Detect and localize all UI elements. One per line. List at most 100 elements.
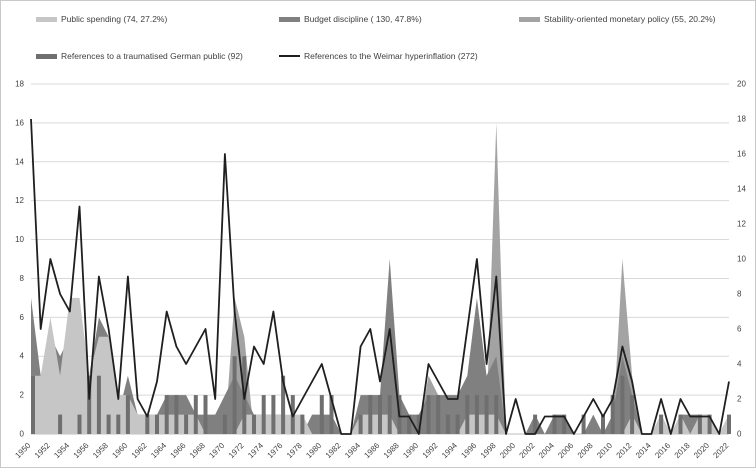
stability-policy-swatch-icon <box>519 16 540 22</box>
bar-traumatised-public <box>727 414 731 434</box>
budget-discipline-swatch-icon <box>279 16 300 22</box>
bar-traumatised-public <box>494 395 499 434</box>
left-axis-tick-label: 10 <box>15 235 24 244</box>
bar-traumatised-public <box>271 395 276 434</box>
bar-traumatised-public <box>610 395 615 434</box>
legend-item-weimar-hyperinflation: References to the Weimar hyperinflation … <box>279 51 478 61</box>
bar-traumatised-public <box>378 395 382 434</box>
x-axis-tick-label: 1984 <box>343 441 362 460</box>
left-axis-tick-label: 16 <box>15 118 24 127</box>
x-axis-tick-label: 1986 <box>362 441 381 460</box>
x-axis-tick-label: 1956 <box>72 441 91 460</box>
x-axis-tick-label: 1962 <box>130 441 149 460</box>
legend-item-traumatised-public: References to a traumatised German publi… <box>36 51 243 61</box>
bar-traumatised-public <box>96 375 101 434</box>
bar-traumatised-public <box>116 414 121 434</box>
right-axis-tick-label: 18 <box>737 115 746 124</box>
x-axis-tick-label: 1954 <box>52 441 71 460</box>
bar-traumatised-public <box>125 395 130 434</box>
right-axis-tick-label: 2 <box>737 395 742 404</box>
x-axis-tick-label: 2002 <box>518 441 537 460</box>
bar-traumatised-public <box>707 414 712 434</box>
weimar-line-swatch-icon <box>279 55 300 57</box>
bar-traumatised-public <box>620 375 625 434</box>
public-spending-swatch-icon <box>36 16 57 22</box>
x-axis-tick-label: 1988 <box>382 441 401 460</box>
bar-traumatised-public <box>58 414 63 434</box>
bar-traumatised-public <box>319 395 324 434</box>
bar-traumatised-public <box>659 414 664 434</box>
bar-traumatised-public <box>77 414 82 434</box>
line-series-weimar-hyperinflation <box>30 118 730 435</box>
x-axis-tick-label: 1996 <box>459 441 478 460</box>
left-axis-tick-label: 0 <box>20 430 25 439</box>
right-axis-tick-label: 4 <box>737 360 742 369</box>
bar-traumatised-public <box>678 414 683 434</box>
x-axis-tick-label: 2006 <box>556 441 575 460</box>
bar-traumatised-public <box>106 414 111 434</box>
legend-label: References to the Weimar hyperinflation … <box>304 51 478 61</box>
x-axis-tick-label: 2012 <box>615 441 634 460</box>
x-axis-tick-label: 1982 <box>324 441 343 460</box>
x-axis-tick-label: 1958 <box>91 441 110 460</box>
x-axis-tick-label: 1998 <box>479 441 498 460</box>
bar-traumatised-public <box>184 414 189 434</box>
bar-traumatised-public <box>601 414 605 434</box>
x-axis-tick-label: 1968 <box>188 441 207 460</box>
x-axis-tick-label: 1994 <box>440 441 459 460</box>
x-axis-tick-label: 2014 <box>634 441 653 460</box>
x-axis-tick-label: 2016 <box>653 441 672 460</box>
x-axis-tick-label: 1992 <box>421 441 440 460</box>
x-axis-tick-label: 2020 <box>692 441 711 460</box>
x-axis-tick-label: 1964 <box>149 441 168 460</box>
bar-traumatised-public <box>164 395 169 434</box>
legend-label: Stability-oriented monetary policy (55, … <box>544 14 716 24</box>
x-axis-tick-label: 1952 <box>33 441 52 460</box>
x-axis-tick-label: 1980 <box>304 441 323 460</box>
left-axis-tick-label: 8 <box>20 274 25 283</box>
right-axis-tick-label: 14 <box>737 185 746 194</box>
x-axis-tick-label: 1976 <box>266 441 285 460</box>
bar-traumatised-public <box>484 395 489 434</box>
bar-traumatised-public <box>426 395 431 434</box>
bar-traumatised-public <box>329 395 334 434</box>
bar-traumatised-public <box>436 395 441 434</box>
bar-traumatised-public <box>281 375 286 434</box>
left-axis-tick-label: 2 <box>20 391 25 400</box>
bar-traumatised-public <box>155 414 159 434</box>
x-axis-tick-label: 1950 <box>13 441 32 460</box>
x-axis-tick-label: 1972 <box>227 441 246 460</box>
right-axis-tick-label: 16 <box>737 150 746 159</box>
bar-traumatised-public <box>474 395 479 434</box>
legend-label: Budget discipline ( 130, 47.8%) <box>304 14 422 24</box>
bar-traumatised-public <box>552 414 557 434</box>
right-axis-tick-label: 0 <box>737 430 742 439</box>
bar-traumatised-public <box>407 414 412 434</box>
bar-traumatised-public <box>300 414 305 434</box>
x-axis-tick-label: 1990 <box>401 441 420 460</box>
x-axis-tick-label: 1970 <box>207 441 226 460</box>
traumatised-public-swatch-icon <box>36 53 57 59</box>
bar-traumatised-public <box>455 414 460 434</box>
x-axis-tick-label: 2018 <box>673 441 692 460</box>
left-axis-tick-label: 12 <box>15 196 24 205</box>
x-axis-tick-label: 2022 <box>711 441 730 460</box>
right-axis-tick-label: 12 <box>737 220 746 229</box>
left-axis-tick-label: 4 <box>20 352 25 361</box>
right-axis-tick-label: 10 <box>737 255 746 264</box>
bar-traumatised-public <box>630 395 635 434</box>
x-axis-tick-label: 1974 <box>246 441 265 460</box>
x-axis-tick-label: 2004 <box>537 441 556 460</box>
legend-item-stability-policy: Stability-oriented monetary policy (55, … <box>519 14 716 24</box>
legend-item-budget-discipline: Budget discipline ( 130, 47.8%) <box>279 14 422 24</box>
bar-traumatised-public <box>87 375 92 434</box>
right-axis-tick-label: 6 <box>737 325 742 334</box>
x-axis-tick-label: 1978 <box>285 441 304 460</box>
bar-traumatised-public <box>562 414 567 434</box>
bar-traumatised-public <box>387 395 392 434</box>
bar-traumatised-public <box>174 395 179 434</box>
bar-traumatised-public <box>252 414 256 434</box>
legend-label: Public spending (74, 27.2%) <box>61 14 168 24</box>
bar-traumatised-public <box>358 414 363 434</box>
